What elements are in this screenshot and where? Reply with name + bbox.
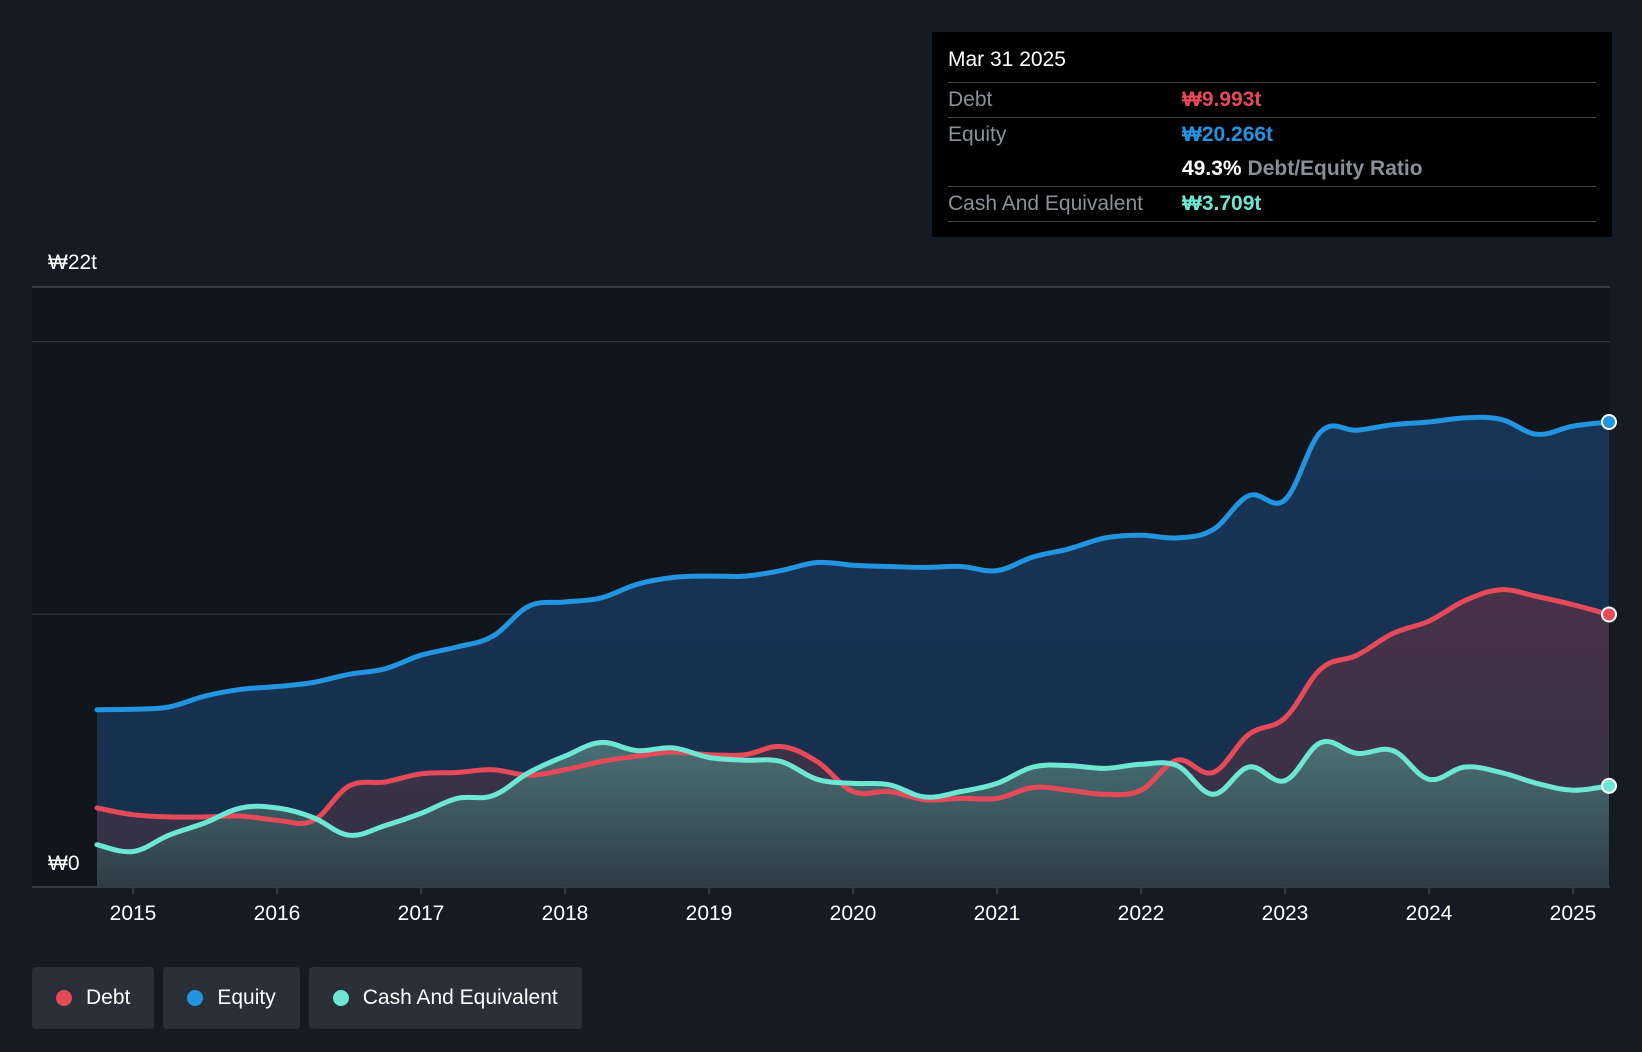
tooltip-equity-row: Equity ₩20.266t [948, 118, 1596, 152]
tooltip-debt-row: Debt ₩9.993t [948, 83, 1596, 118]
tooltip-cash-row: Cash And Equivalent ₩3.709t [948, 187, 1596, 222]
debt-end-marker[interactable] [1601, 606, 1617, 623]
cash-area [97, 741, 1609, 887]
marker-layer [1601, 414, 1617, 794]
equity-dot-icon [187, 990, 204, 1006]
tooltip-ratio-label: Debt/Equity Ratio [1247, 157, 1423, 180]
equity-end-marker[interactable] [1601, 414, 1617, 430]
legend-item-debt[interactable]: Debt [32, 967, 155, 1029]
x-tick-label: 2025 [1550, 902, 1597, 925]
line-layer [94, 414, 1612, 855]
tooltip-panel: Mar 31 2025 Debt ₩9.993t Equity ₩20.266t… [932, 32, 1612, 237]
debt-line [94, 587, 1612, 826]
tooltip-debt-label: Debt [948, 88, 993, 111]
x-tick-label: 2022 [1118, 902, 1165, 925]
x-tick-label: 2017 [398, 902, 445, 925]
x-tick-label: 2015 [110, 902, 157, 925]
y-axis-max-label: ₩22t [48, 251, 97, 274]
cash-dot-icon [332, 990, 349, 1006]
x-tick-label: 2023 [1262, 902, 1309, 925]
equity-line [94, 414, 1612, 713]
tooltip-equity-label: Equity [948, 123, 1007, 146]
cash-end-marker[interactable] [1601, 777, 1617, 794]
x-tick-label: 2019 [686, 902, 733, 925]
x-tick-label: 2024 [1406, 902, 1453, 925]
legend-item-cash[interactable]: Cash And Equivalent [308, 967, 582, 1029]
tooltip-cash-value: ₩3.709t [1182, 192, 1262, 215]
tooltip-debt-value: ₩9.993t [1182, 88, 1262, 111]
tooltip-date: Mar 31 2025 [948, 46, 1596, 83]
legend-debt-label: Debt [86, 986, 131, 1009]
debt-dot-icon [56, 990, 72, 1006]
x-tick-label: 2016 [254, 902, 301, 925]
legend-cash-label: Cash And Equivalent [362, 986, 558, 1009]
x-tick-label: 2021 [974, 902, 1021, 925]
legend-equity-label: Equity [217, 986, 276, 1009]
tooltip-equity-value: ₩20.266t [1182, 123, 1274, 146]
x-axis-ticks: 2015 2016 2017 2018 2019 2020 2021 2022 2023 2024… [110, 887, 1597, 925]
tooltip-ratio-row: 49.3% Debt/Equity Ratio [948, 152, 1596, 187]
legend: Debt Equity Cash And Equivalent [32, 967, 582, 1029]
tooltip-cash-label: Cash And Equivalent [948, 192, 1143, 215]
tooltip-ratio-value: 49.3% [1182, 157, 1242, 180]
cash-line [94, 738, 1612, 855]
x-tick-label: 2020 [830, 902, 877, 925]
legend-item-equity[interactable]: Equity [163, 967, 300, 1029]
y-axis-zero-label: ₩0 [48, 852, 80, 875]
x-tick-label: 2018 [542, 902, 589, 925]
